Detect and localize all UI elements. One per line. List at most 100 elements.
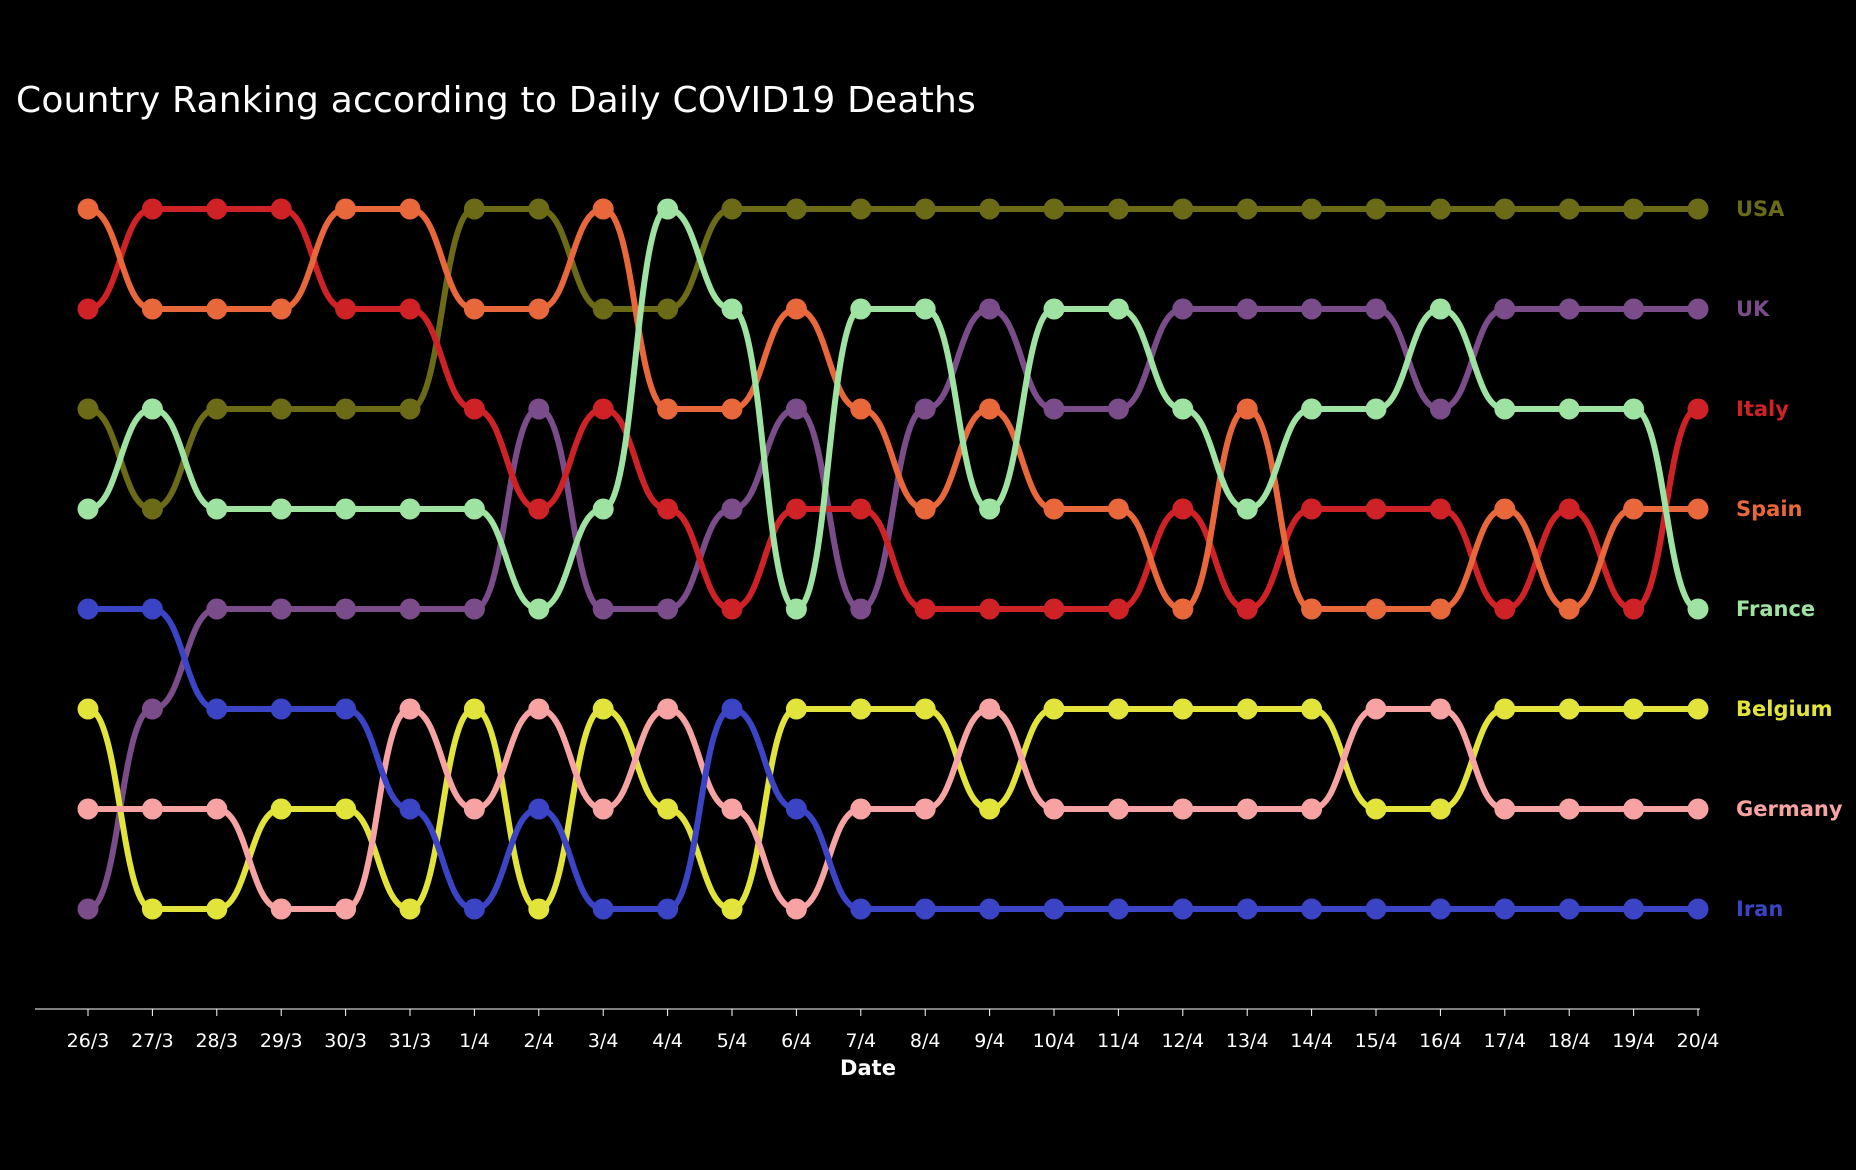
series-point-spain [1494, 498, 1516, 520]
series-point-uk [335, 598, 357, 620]
series-point-belgium [979, 798, 1001, 820]
series-point-usa [657, 298, 679, 320]
series-point-spain [1687, 498, 1709, 520]
series-point-iran [1494, 898, 1516, 920]
series-point-spain [1623, 498, 1645, 520]
series-point-iran [1365, 898, 1387, 920]
x-tick-label: 27/3 [131, 1030, 174, 1052]
series-point-spain [1043, 498, 1065, 520]
series-point-usa [399, 398, 421, 420]
series-point-germany [721, 798, 743, 820]
series-point-italy [1429, 498, 1451, 520]
series-point-italy [721, 598, 743, 620]
x-tick-label: 18/4 [1548, 1030, 1591, 1052]
series-point-spain [850, 398, 872, 420]
series-lines [85, 205, 1701, 913]
series-point-uk [1043, 398, 1065, 420]
series-point-usa [850, 198, 872, 220]
series-point-uk [1236, 298, 1258, 320]
series-point-italy [528, 498, 550, 520]
series-line-italy [85, 205, 1701, 613]
series-point-uk [463, 598, 485, 620]
series-point-belgium [1558, 698, 1580, 720]
series-point-belgium [335, 798, 357, 820]
series-point-france [979, 498, 1001, 520]
series-point-belgium [77, 698, 99, 720]
series-point-uk [721, 498, 743, 520]
series-point-iran [721, 698, 743, 720]
series-point-spain [914, 498, 936, 520]
series-point-belgium [721, 898, 743, 920]
series-point-usa [592, 298, 614, 320]
x-tick-label: 7/4 [846, 1030, 877, 1052]
series-point-spain [270, 298, 292, 320]
x-tick-label: 6/4 [781, 1030, 812, 1052]
series-point-italy [914, 598, 936, 620]
series-line-usa [85, 205, 1701, 513]
x-tick-label: 15/4 [1355, 1030, 1398, 1052]
x-tick-label: 11/4 [1097, 1030, 1140, 1052]
series-labels: USA UK Italy Spain France Belgium Germany Iran [1736, 197, 1843, 921]
series-line-uk [85, 305, 1701, 912]
series-point-france [1558, 398, 1580, 420]
series-point-uk [528, 398, 550, 420]
series-label-iran: Iran [1736, 897, 1783, 921]
x-tick-label: 19/4 [1612, 1030, 1655, 1052]
series-point-germany [77, 798, 99, 820]
series-point-usa [270, 398, 292, 420]
series-point-france [1687, 598, 1709, 620]
x-tick-label: 5/4 [717, 1030, 748, 1052]
series-point-belgium [141, 898, 163, 920]
series-point-italy [1558, 498, 1580, 520]
x-tick-label: 31/3 [389, 1030, 432, 1052]
series-point-italy [1623, 598, 1645, 620]
series-point-belgium [592, 698, 614, 720]
series-point-iran [1043, 898, 1065, 920]
series-point-iran [1301, 898, 1323, 920]
series-point-france [1494, 398, 1516, 420]
series-point-spain [141, 298, 163, 320]
series-point-uk [1107, 398, 1129, 420]
series-point-france [850, 298, 872, 320]
series-point-france [592, 498, 614, 520]
series-point-italy [592, 398, 614, 420]
series-point-usa [1172, 198, 1194, 220]
x-tick-label: 3/4 [588, 1030, 619, 1052]
series-point-belgium [270, 798, 292, 820]
series-point-uk [270, 598, 292, 620]
series-point-italy [141, 198, 163, 220]
series-point-italy [335, 298, 357, 320]
series-point-iran [914, 898, 936, 920]
series-label-italy: Italy [1736, 397, 1789, 421]
series-point-belgium [1043, 698, 1065, 720]
series-point-uk [1172, 298, 1194, 320]
series-point-germany [206, 798, 228, 820]
series-point-usa [1494, 198, 1516, 220]
series-point-belgium [785, 698, 807, 720]
series-point-spain [592, 198, 614, 220]
series-point-belgium [850, 698, 872, 720]
x-tick-label: 9/4 [974, 1030, 1005, 1052]
series-point-germany [1623, 798, 1645, 820]
series-point-uk [979, 298, 1001, 320]
series-point-france [1301, 398, 1323, 420]
series-point-germany [1558, 798, 1580, 820]
series-point-belgium [1429, 798, 1451, 820]
series-point-usa [1687, 198, 1709, 220]
series-point-italy [206, 198, 228, 220]
series-point-usa [1429, 198, 1451, 220]
series-point-spain [721, 398, 743, 420]
series-point-spain [657, 398, 679, 420]
series-point-spain [979, 398, 1001, 420]
series-point-germany [141, 798, 163, 820]
series-point-uk [399, 598, 421, 620]
series-point-belgium [1365, 798, 1387, 820]
series-point-germany [785, 898, 807, 920]
series-label-belgium: Belgium [1736, 697, 1833, 721]
series-point-iran [1429, 898, 1451, 920]
series-point-spain [1558, 598, 1580, 620]
series-label-uk: UK [1736, 297, 1770, 321]
series-point-iran [463, 898, 485, 920]
series-point-spain [1172, 598, 1194, 620]
